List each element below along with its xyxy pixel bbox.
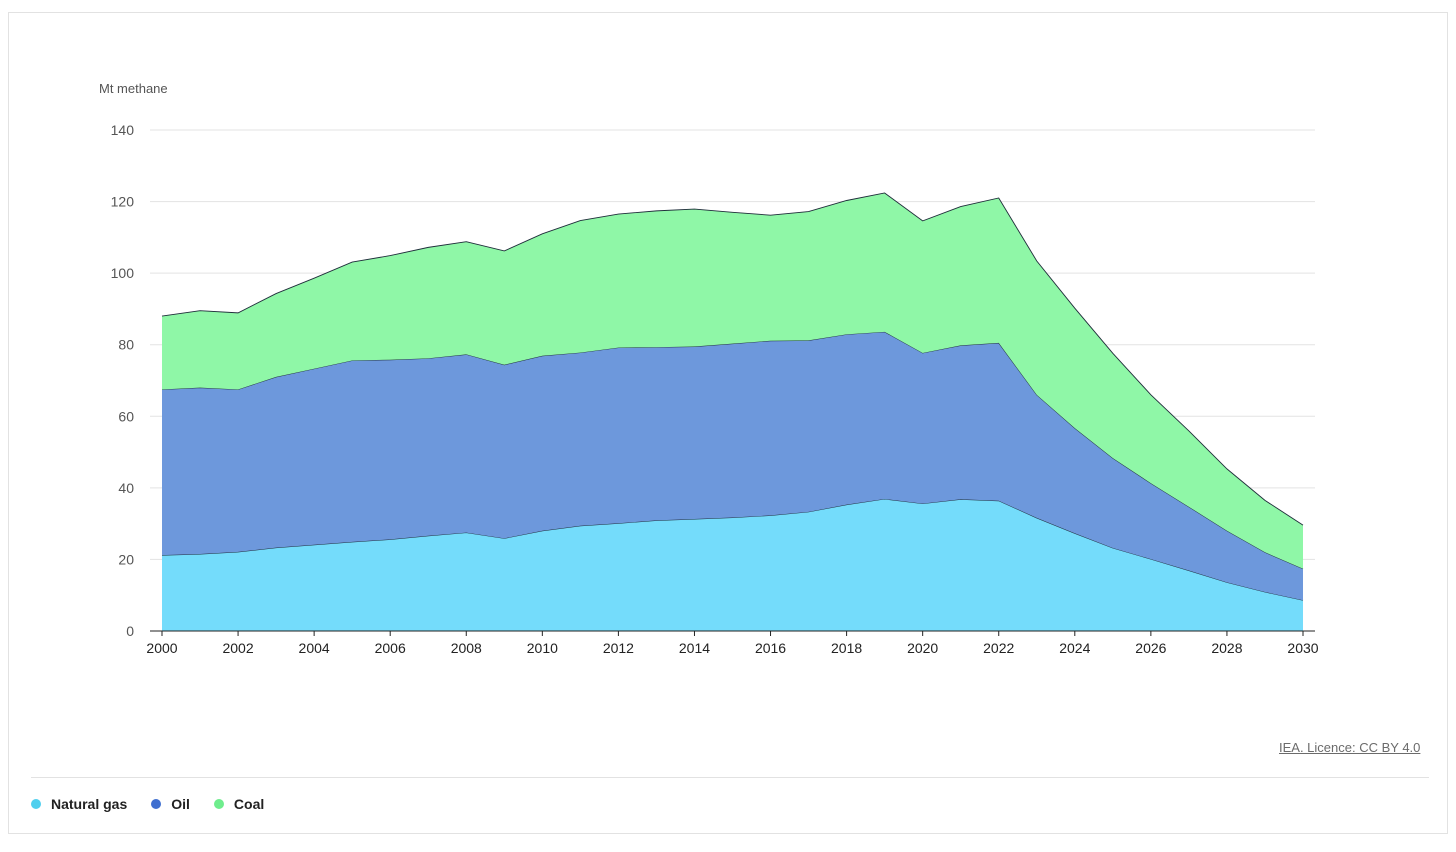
area-edge-coal (161, 192, 1304, 526)
y-tick-label: 140 (111, 122, 135, 138)
area-oil[interactable] (162, 331, 1303, 601)
y-tick-label: 100 (111, 265, 135, 281)
natural-gas-dot-icon (31, 799, 41, 809)
legend-item-oil[interactable]: Oil (151, 796, 190, 812)
x-axis: 2000 2002 2004 2006 2008 2010 2012 2014 2016 2018… (146, 630, 1319, 656)
legend-divider (31, 777, 1429, 778)
x-tick-label: 2018 (831, 640, 862, 656)
area-series (161, 192, 1304, 631)
y-tick-label: 40 (118, 480, 134, 496)
x-tick-label: 2008 (451, 640, 482, 656)
x-tick-label: 2028 (1211, 640, 1242, 656)
x-tick-label: 2016 (755, 640, 786, 656)
legend-label: Oil (171, 796, 190, 812)
x-tick-label: 2020 (907, 640, 938, 656)
x-tick-label: 2000 (146, 640, 177, 656)
y-axis: Mt methane 0 20 40 60 80 100 120 140 (99, 81, 168, 639)
x-tick-label: 2014 (679, 640, 710, 656)
legend-label: Natural gas (51, 796, 128, 812)
legend-item-coal[interactable]: Coal (213, 796, 265, 812)
x-tick-label: 2010 (527, 640, 558, 656)
area-edge-oil (161, 331, 1304, 570)
y-axis-label: Mt methane (99, 81, 168, 96)
x-tick-label: 2002 (222, 640, 253, 656)
area-coal[interactable] (162, 192, 1303, 569)
licence-link[interactable]: IEA. Licence: CC BY 4.0 (1279, 740, 1421, 755)
x-tick-label: 2006 (375, 640, 406, 656)
x-tick-label: 2024 (1059, 640, 1090, 656)
y-tick-label: 120 (111, 194, 135, 210)
area-natural-gas[interactable] (162, 498, 1303, 631)
legend-label: Coal (233, 796, 265, 812)
x-tick-label: 2026 (1135, 640, 1166, 656)
x-tick-label: 2022 (983, 640, 1014, 656)
y-tick-label: 60 (118, 408, 134, 424)
x-tick-label: 2012 (603, 640, 634, 656)
x-tick-label: 2030 (1287, 640, 1318, 656)
y-tick-label: 80 (118, 337, 134, 353)
oil-dot-icon (151, 799, 162, 809)
coal-dot-icon (213, 799, 224, 809)
legend: Natural gas Oil Coal (31, 796, 288, 812)
y-tick-label: 20 (118, 551, 134, 567)
x-tick-label: 2004 (299, 640, 330, 656)
y-tick-label: 0 (126, 623, 134, 639)
legend-item-natural-gas[interactable]: Natural gas (31, 796, 127, 812)
